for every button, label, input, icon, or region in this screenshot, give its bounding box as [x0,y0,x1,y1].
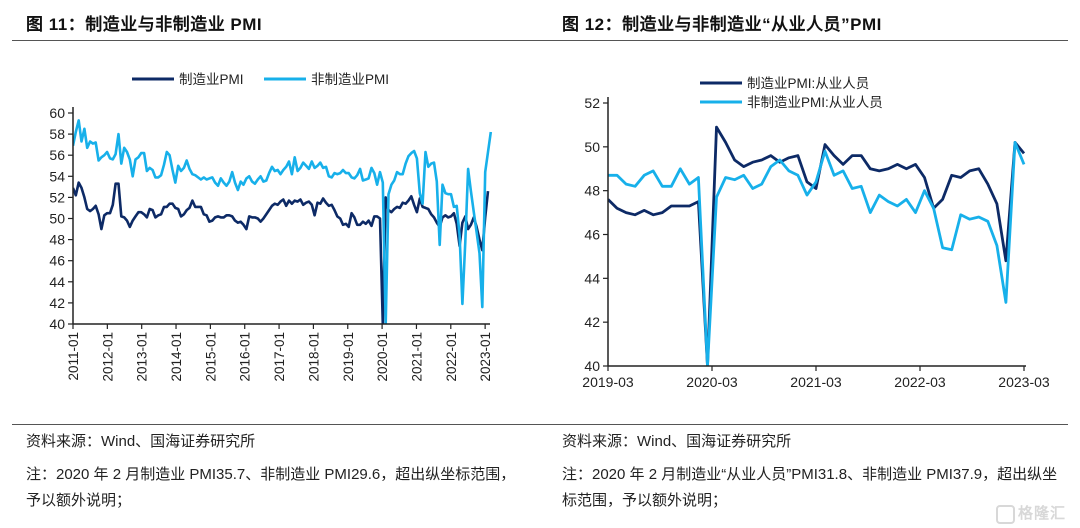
y-tick-label: 50 [49,211,65,227]
note-text: 注：2020 年 2 月制造业“从业人员”PMI31.8、非制造业 PMI37.… [562,466,1058,509]
chart-manufacturing-pmi: 40 42 44 46 48 50 52 54 56 58 60 2011-01 2012-01 2013… [49,72,493,382]
x-tick-label: 2020-03 [686,374,738,390]
x-tick-label: 2022-01 [444,332,459,382]
y-tick-label: 48 [49,232,65,248]
x-tick-label: 2021-01 [409,332,424,382]
source-divider [12,424,540,425]
x-tick-label: 2023-03 [998,374,1050,390]
y-tick-label: 40 [584,358,600,374]
x-tick-label: 2021-03 [790,374,842,390]
y-tick-label: 58 [49,126,65,142]
y-tick-label: 60 [49,105,65,121]
y-tick-label: 44 [584,270,600,286]
figure-title: 图 12：制造业与非制造业“从业人员”PMI [562,15,882,34]
y-tick-label: 52 [584,95,600,111]
y-tick-label: 50 [584,139,600,155]
y-tick-label: 48 [584,183,600,199]
x-tick-label: 2019-03 [582,374,634,390]
x-tick-label: 2012-01 [100,332,115,382]
y-tick-label: 46 [49,253,65,269]
watermark-text: 格隆汇 [1017,505,1066,523]
title-divider [540,40,1068,41]
y-tick-label: 46 [584,227,600,243]
x-tick-label: 2013-01 [135,332,150,382]
x-tick-label: 2017-01 [272,332,287,382]
watermark: 格隆汇 [995,502,1066,524]
source-divider [540,424,1068,425]
x-tick-label: 2023-01 [478,332,493,382]
y-tick-label: 44 [49,274,65,290]
source-text: 资料来源：Wind、国海证券研究所 [26,433,256,450]
y-tick-label: 54 [49,168,65,184]
series-line-non-manufacturing [608,140,1026,366]
series-line-non-manufacturing [73,119,493,324]
y-tick-label: 52 [49,189,65,205]
x-tick-label: 2020-01 [375,332,390,382]
title-divider [12,40,540,41]
note-text: 注：2020 年 2 月制造业 PMI35.7、非制造业 PMI29.6，超出纵… [26,466,516,509]
figure-title: 图 11：制造业与非制造业 PMI [26,15,263,34]
source-text: 资料来源：Wind、国海证券研究所 [562,433,792,450]
x-tick-label: 2016-01 [238,332,253,382]
y-tick-label: 42 [584,314,600,330]
x-tick-label: 2019-01 [341,332,356,382]
x-tick-label: 2022-03 [894,374,946,390]
watermark-logo-icon [995,505,1015,524]
y-tick-label: 56 [49,147,65,163]
y-tick-label: 40 [49,316,65,332]
series-line-manufacturing [73,181,490,324]
legend-label: 非制造业PMI [311,72,389,87]
x-tick-label: 2011-01 [66,332,81,381]
legend-label: 制造业PMI:从业人员 [747,76,869,91]
legend-label: 制造业PMI [179,72,244,87]
x-tick-label: 2015-01 [203,332,218,382]
y-tick-label: 42 [49,295,65,311]
figure-11: 图 11：制造业与非制造业 PMI 40 42 44 46 48 50 52 54 56 58 60… [12,15,540,509]
figure-12: 图 12：制造业与非制造业“从业人员”PMI 40 42 44 46 48 50 52 201… [540,0,1080,528]
legend-label: 非制造业PMI:从业人员 [747,95,883,110]
series-line-manufacturing [608,125,1026,366]
x-tick-label: 2018-01 [306,332,321,382]
chart-employment-pmi: 40 42 44 46 48 50 52 2019-03 2020-03 2021-03 2022-… [582,76,1050,390]
x-tick-label: 2014-01 [169,332,184,382]
